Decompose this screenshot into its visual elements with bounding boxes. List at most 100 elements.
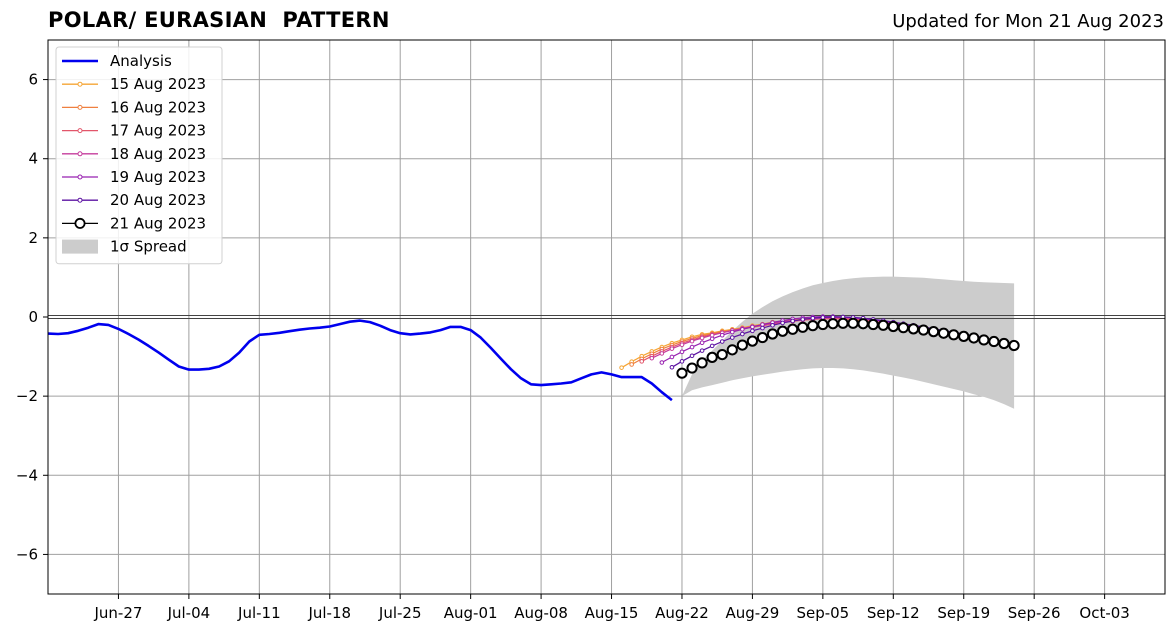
x-tick-label: Jun-27 bbox=[93, 604, 142, 622]
forecast-point bbox=[968, 332, 980, 344]
forecast-point bbox=[988, 335, 1000, 348]
forecast-point bbox=[669, 354, 675, 360]
legend-swatch-marker bbox=[77, 197, 83, 203]
y-tick-label: 2 bbox=[28, 229, 38, 247]
forecast-point bbox=[766, 328, 779, 340]
chart-update-date: Updated for Mon 21 Aug 2023 bbox=[892, 11, 1164, 32]
legend-label: 17 Aug 2023 bbox=[110, 122, 206, 140]
forecast-point bbox=[837, 317, 849, 329]
zero-line-layer bbox=[48, 315, 1165, 319]
forecast-point bbox=[938, 327, 950, 339]
forecast-point bbox=[797, 321, 809, 333]
forecast-point bbox=[726, 344, 738, 356]
legend-label: 20 Aug 2023 bbox=[110, 191, 206, 209]
legend-label: 16 Aug 2023 bbox=[110, 98, 206, 116]
forecast-point bbox=[867, 318, 879, 331]
forecast-point bbox=[669, 364, 675, 370]
forecast-point bbox=[746, 335, 759, 347]
y-tick-label: 4 bbox=[28, 150, 38, 168]
forecast-point bbox=[659, 360, 665, 365]
legend-label: 18 Aug 2023 bbox=[110, 145, 206, 163]
forecast-point bbox=[958, 330, 970, 342]
forecast-point bbox=[709, 336, 715, 342]
forecast-point bbox=[709, 332, 715, 338]
forecast-point bbox=[706, 351, 718, 363]
legend-swatch-marker bbox=[77, 128, 83, 134]
forecast-point bbox=[817, 318, 829, 331]
x-tick-label: Aug-08 bbox=[514, 604, 568, 622]
x-tick-label: Sep-26 bbox=[1008, 604, 1061, 622]
legend-swatch-marker bbox=[77, 174, 83, 180]
forecast-point bbox=[847, 317, 859, 329]
legend: Analysis 15 Aug 2023 16 Aug 2023 17 Aug 202… bbox=[55, 46, 223, 265]
x-tick-label: Jul-25 bbox=[378, 604, 422, 622]
forecast-point bbox=[877, 319, 889, 331]
legend-label: 15 Aug 2023 bbox=[110, 75, 206, 93]
forecast-point bbox=[760, 322, 765, 327]
legend-swatch-marker bbox=[74, 217, 86, 229]
forecast-point bbox=[729, 329, 735, 335]
forecast-point bbox=[719, 339, 725, 344]
x-tick-label: Jul-18 bbox=[307, 604, 351, 622]
forecast-point bbox=[780, 320, 785, 326]
forecast-point bbox=[719, 332, 725, 338]
legend-box bbox=[55, 46, 223, 265]
y-axis: −6 −4 −2 0 2 4 6 bbox=[16, 71, 48, 563]
y-tick-label: −4 bbox=[16, 466, 38, 484]
y-tick-label: −2 bbox=[16, 387, 38, 405]
forecast-point bbox=[686, 362, 698, 374]
forecast-point bbox=[740, 326, 745, 332]
forecast-point bbox=[619, 365, 624, 370]
x-tick-label: Jul-04 bbox=[167, 604, 211, 622]
forecast-point bbox=[820, 315, 826, 320]
forecast-point bbox=[689, 353, 695, 359]
forecast-point bbox=[669, 346, 675, 351]
forecast-point bbox=[760, 325, 765, 331]
x-tick-label: Aug-29 bbox=[726, 604, 780, 622]
forecast-point bbox=[709, 343, 715, 349]
forecast-point bbox=[679, 359, 685, 364]
legend-swatch-spread bbox=[62, 239, 98, 254]
x-axis: Jun-27 Jul-04 Jul-11 Jul-18 Jul-25 Aug-01 Aug-… bbox=[93, 594, 1130, 622]
y-tick-label: 6 bbox=[28, 71, 38, 89]
forecast-point bbox=[716, 348, 728, 361]
forecast-point bbox=[689, 338, 695, 344]
forecast-point bbox=[857, 318, 869, 330]
legend-label: Analysis bbox=[110, 52, 172, 70]
forecast-point bbox=[777, 325, 789, 337]
x-tick-label: Aug-22 bbox=[655, 604, 709, 622]
x-tick-label: Sep-19 bbox=[937, 604, 990, 622]
forecast-point bbox=[676, 367, 688, 379]
legend-swatch-marker bbox=[77, 81, 83, 87]
forecast-point bbox=[750, 324, 755, 330]
forecast-point bbox=[639, 359, 645, 364]
forecast-point bbox=[827, 318, 839, 330]
y-tick-label: 0 bbox=[28, 308, 38, 326]
forecast-point bbox=[790, 318, 795, 324]
forecast-point bbox=[897, 322, 909, 334]
forecast-point bbox=[807, 320, 819, 332]
x-tick-label: Jul-11 bbox=[237, 604, 281, 622]
forecast-point bbox=[740, 331, 745, 337]
forecast-point bbox=[948, 329, 960, 341]
forecast-point bbox=[689, 344, 695, 350]
spread-layer bbox=[682, 276, 1015, 409]
forecast-point bbox=[756, 331, 769, 344]
forecast-point bbox=[659, 351, 665, 356]
x-tick-label: Aug-15 bbox=[585, 604, 639, 622]
forecast-point bbox=[696, 357, 708, 369]
forecast-point bbox=[917, 324, 930, 336]
legend-label: 1σ Spread bbox=[110, 238, 187, 256]
y-tick-label: −6 bbox=[16, 545, 38, 563]
legend-swatch-marker bbox=[77, 151, 83, 157]
x-tick-label: Aug-01 bbox=[444, 604, 498, 622]
forecast-point bbox=[729, 335, 735, 340]
spread-band bbox=[682, 276, 1015, 409]
x-tick-label: Oct-03 bbox=[1079, 604, 1129, 622]
forecast-point bbox=[699, 335, 705, 341]
legend-label: 21 Aug 2023 bbox=[110, 214, 206, 232]
forecast-point bbox=[770, 323, 775, 328]
forecast-point bbox=[887, 320, 899, 333]
forecast-point bbox=[978, 334, 990, 346]
forecast-point bbox=[736, 339, 748, 351]
